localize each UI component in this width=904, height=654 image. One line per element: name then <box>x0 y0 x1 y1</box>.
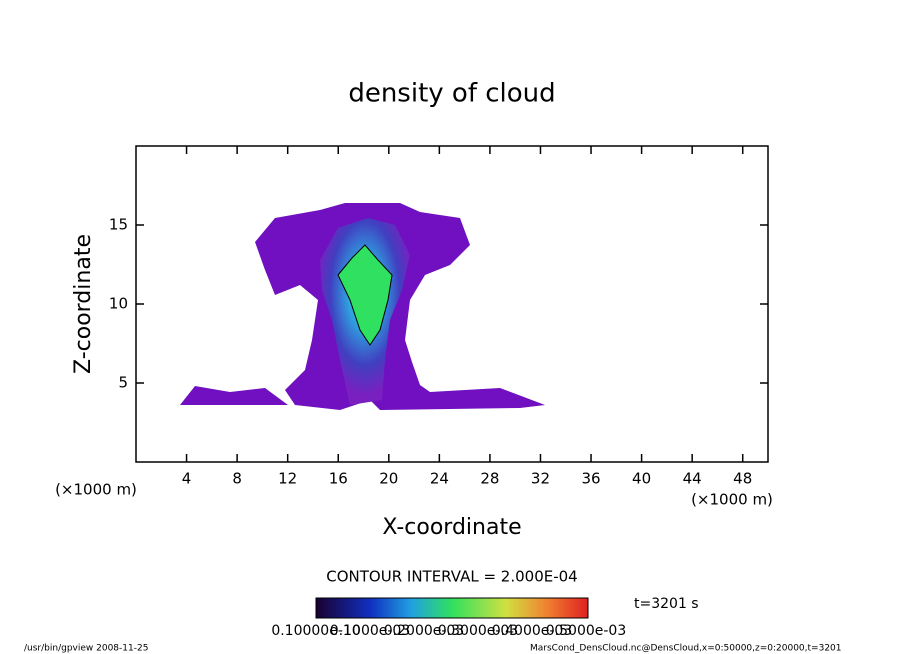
x-tick-label: 40 <box>632 470 651 488</box>
y-tick-label: 10 <box>109 295 128 313</box>
colorbar-label: 0.5000e-03 <box>546 623 626 639</box>
colorbar-label: 0.4000e-03 <box>492 623 572 639</box>
x-axis-label: X-coordinate <box>382 515 521 540</box>
x-tick-label: 12 <box>278 470 297 488</box>
footer-left: /usr/bin/gpview 2008-11-25 <box>24 644 148 654</box>
x-tick-label: 44 <box>683 470 702 488</box>
contour-note: CONTOUR INTERVAL = 2.000E-04 <box>326 568 577 586</box>
x-tick-label: 20 <box>379 470 398 488</box>
x-tick-label: 16 <box>329 470 348 488</box>
chart-title: density of cloud <box>348 79 555 109</box>
colorbar-label: 0.3000e-03 <box>438 623 518 639</box>
x-unit-left: (×1000 m) <box>55 481 137 499</box>
x-tick-label: 48 <box>733 470 752 488</box>
colorbar-label: 0.1000e-03 <box>330 623 410 639</box>
x-unit-right: (×1000 m) <box>691 491 773 509</box>
cloud-field <box>180 203 545 410</box>
x-tick-label: 28 <box>480 470 499 488</box>
x-tick-label: 36 <box>581 470 600 488</box>
x-tick-label: 8 <box>232 470 242 488</box>
time-label: t=3201 s <box>634 596 699 612</box>
x-tick-label: 4 <box>182 470 192 488</box>
y-tick-label: 5 <box>118 374 128 392</box>
footer-right: MarsCond_DensCloud.nc@DensCloud,x=0:5000… <box>530 644 842 654</box>
x-tick-label: 32 <box>531 470 550 488</box>
colorbar-label: 0.2000e-03 <box>384 623 464 639</box>
y-axis-label: Z-coordinate <box>71 234 96 374</box>
plot-frame <box>135 145 769 463</box>
colorbar <box>315 597 589 619</box>
y-tick-label: 15 <box>109 216 128 234</box>
colorbar-label: 0.10000e-10 <box>271 623 360 639</box>
x-tick-label: 24 <box>430 470 449 488</box>
